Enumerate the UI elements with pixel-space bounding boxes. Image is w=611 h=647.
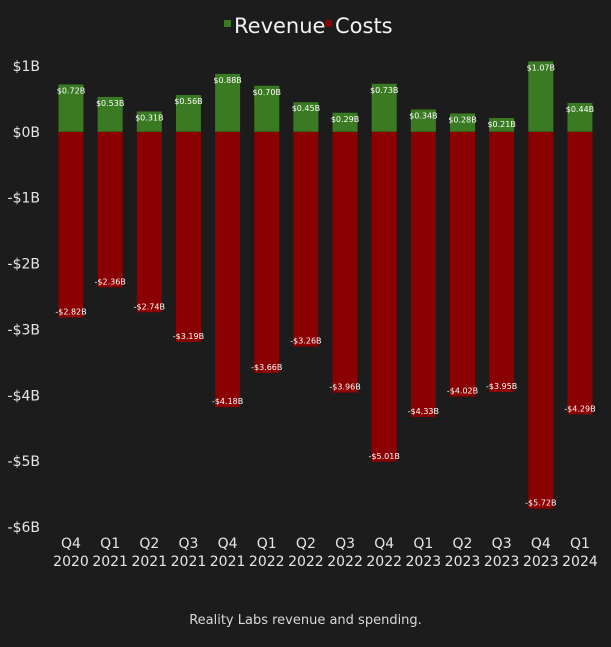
revenue-data-label: $0.53B (96, 99, 124, 108)
revenue-bar (254, 85, 280, 132)
costs-bar (450, 131, 475, 397)
costs-bar (293, 131, 319, 347)
revenue-bar (136, 111, 162, 132)
chart-caption: Reality Labs revenue and spending. (189, 613, 422, 628)
revenue-data-label: $0.72B (57, 86, 85, 95)
revenue-data-label: $0.70B (253, 88, 281, 97)
costs-data-label: -$4.02B (447, 387, 478, 396)
revenue-data-label: $0.56B (174, 97, 202, 106)
revenue-bar (293, 102, 319, 132)
x-tick-label: Q4 2020 (53, 536, 89, 570)
y-tick-label: $0B (13, 125, 40, 141)
revenue-bar (332, 112, 358, 132)
costs-data-label: -$3.19B (173, 332, 204, 341)
costs-bar (567, 131, 593, 415)
x-tick-label: Q2 2022 (288, 536, 324, 570)
x-tick-label: Q1 2021 (92, 536, 128, 570)
revenue-bar (489, 118, 515, 132)
costs-data-label: -$5.72B (525, 499, 556, 508)
costs-data-label: -$3.26B (290, 337, 321, 346)
costs-bar (528, 131, 554, 509)
y-tick-label: -$1B (8, 191, 40, 207)
chart-legend: Revenue Costs (224, 14, 393, 38)
bars (58, 61, 593, 509)
revenue-data-label: $0.21B (487, 120, 515, 129)
x-tick-label: Q3 2021 (171, 536, 207, 570)
revenue-bar (97, 96, 123, 132)
revenue-bar (450, 113, 475, 132)
revenue-bar (58, 84, 84, 132)
x-tick-label: Q2 2023 (445, 536, 481, 570)
revenue-data-label: $0.29B (331, 115, 359, 124)
revenue-data-label: $0.73B (370, 86, 398, 95)
costs-data-label: -$5.01B (369, 452, 400, 461)
x-tick-label: Q4 2022 (366, 536, 402, 570)
revenue-data-label: $0.45B (292, 104, 320, 113)
costs-bar (254, 131, 280, 373)
legend-label-revenue: Revenue (234, 14, 325, 38)
y-tick-label: $1B (13, 59, 40, 75)
costs-bar (175, 131, 201, 342)
x-tick-label: Q1 2022 (249, 536, 285, 570)
x-tick-label: Q4 2021 (210, 536, 246, 570)
costs-bar (332, 131, 358, 393)
costs-bar (410, 131, 436, 418)
revenue-bar (410, 109, 436, 132)
revenue-data-label: $0.31B (135, 113, 163, 122)
costs-bar (489, 131, 515, 392)
x-tick-label: Q4 2023 (523, 536, 559, 570)
data-labels: $0.72B -$2.82B $0.53B -$2.36B $0.31B -$2.74B $… (55, 63, 595, 507)
revenue-data-label: $0.28B (448, 115, 476, 124)
x-tick-label: Q2 2021 (131, 536, 167, 570)
costs-bar (371, 131, 397, 462)
costs-bar (58, 131, 84, 318)
legend-label-costs: Costs (335, 14, 393, 38)
x-tick-label: Q1 2023 (406, 536, 442, 570)
y-tick-label: -$3B (8, 322, 40, 338)
costs-data-label: -$3.95B (486, 382, 517, 391)
y-tick-label: -$4B (8, 388, 40, 404)
revenue-bar (175, 94, 201, 132)
costs-data-label: -$2.36B (95, 277, 126, 286)
revenue-bar (567, 102, 593, 132)
revenue-bar (528, 61, 554, 132)
revenue-bar (371, 83, 397, 132)
costs-data-label: -$2.82B (55, 308, 86, 317)
costs-data-label: -$4.29B (564, 404, 595, 413)
y-tick-label: -$2B (8, 257, 40, 273)
revenue-data-label: $1.07B (527, 63, 555, 72)
x-tick-label: Q1 2024 (562, 536, 598, 570)
y-tick-label: -$6B (8, 520, 40, 536)
costs-bar (136, 131, 162, 313)
costs-data-label: -$4.18B (212, 397, 243, 406)
costs-data-label: -$2.74B (134, 302, 165, 311)
legend-marker-costs (325, 20, 332, 27)
costs-bar (97, 131, 123, 288)
revenue-data-label: $0.88B (213, 76, 241, 85)
x-tick-label: Q3 2022 (327, 536, 363, 570)
costs-data-label: -$3.96B (329, 383, 360, 392)
costs-bar (215, 131, 241, 408)
costs-data-label: -$3.66B (251, 363, 282, 372)
legend-marker-revenue (224, 20, 231, 27)
revenue-bar (215, 73, 241, 132)
revenue-data-label: $0.34B (409, 111, 437, 120)
revenue-data-label: $0.44B (566, 105, 594, 114)
y-tick-label: -$5B (8, 454, 40, 470)
costs-data-label: -$4.33B (408, 407, 439, 416)
x-tick-label: Q3 2023 (484, 536, 520, 570)
y-axis: $1B $0B -$1B -$2B -$3B -$4B -$5B -$6B (8, 59, 40, 536)
